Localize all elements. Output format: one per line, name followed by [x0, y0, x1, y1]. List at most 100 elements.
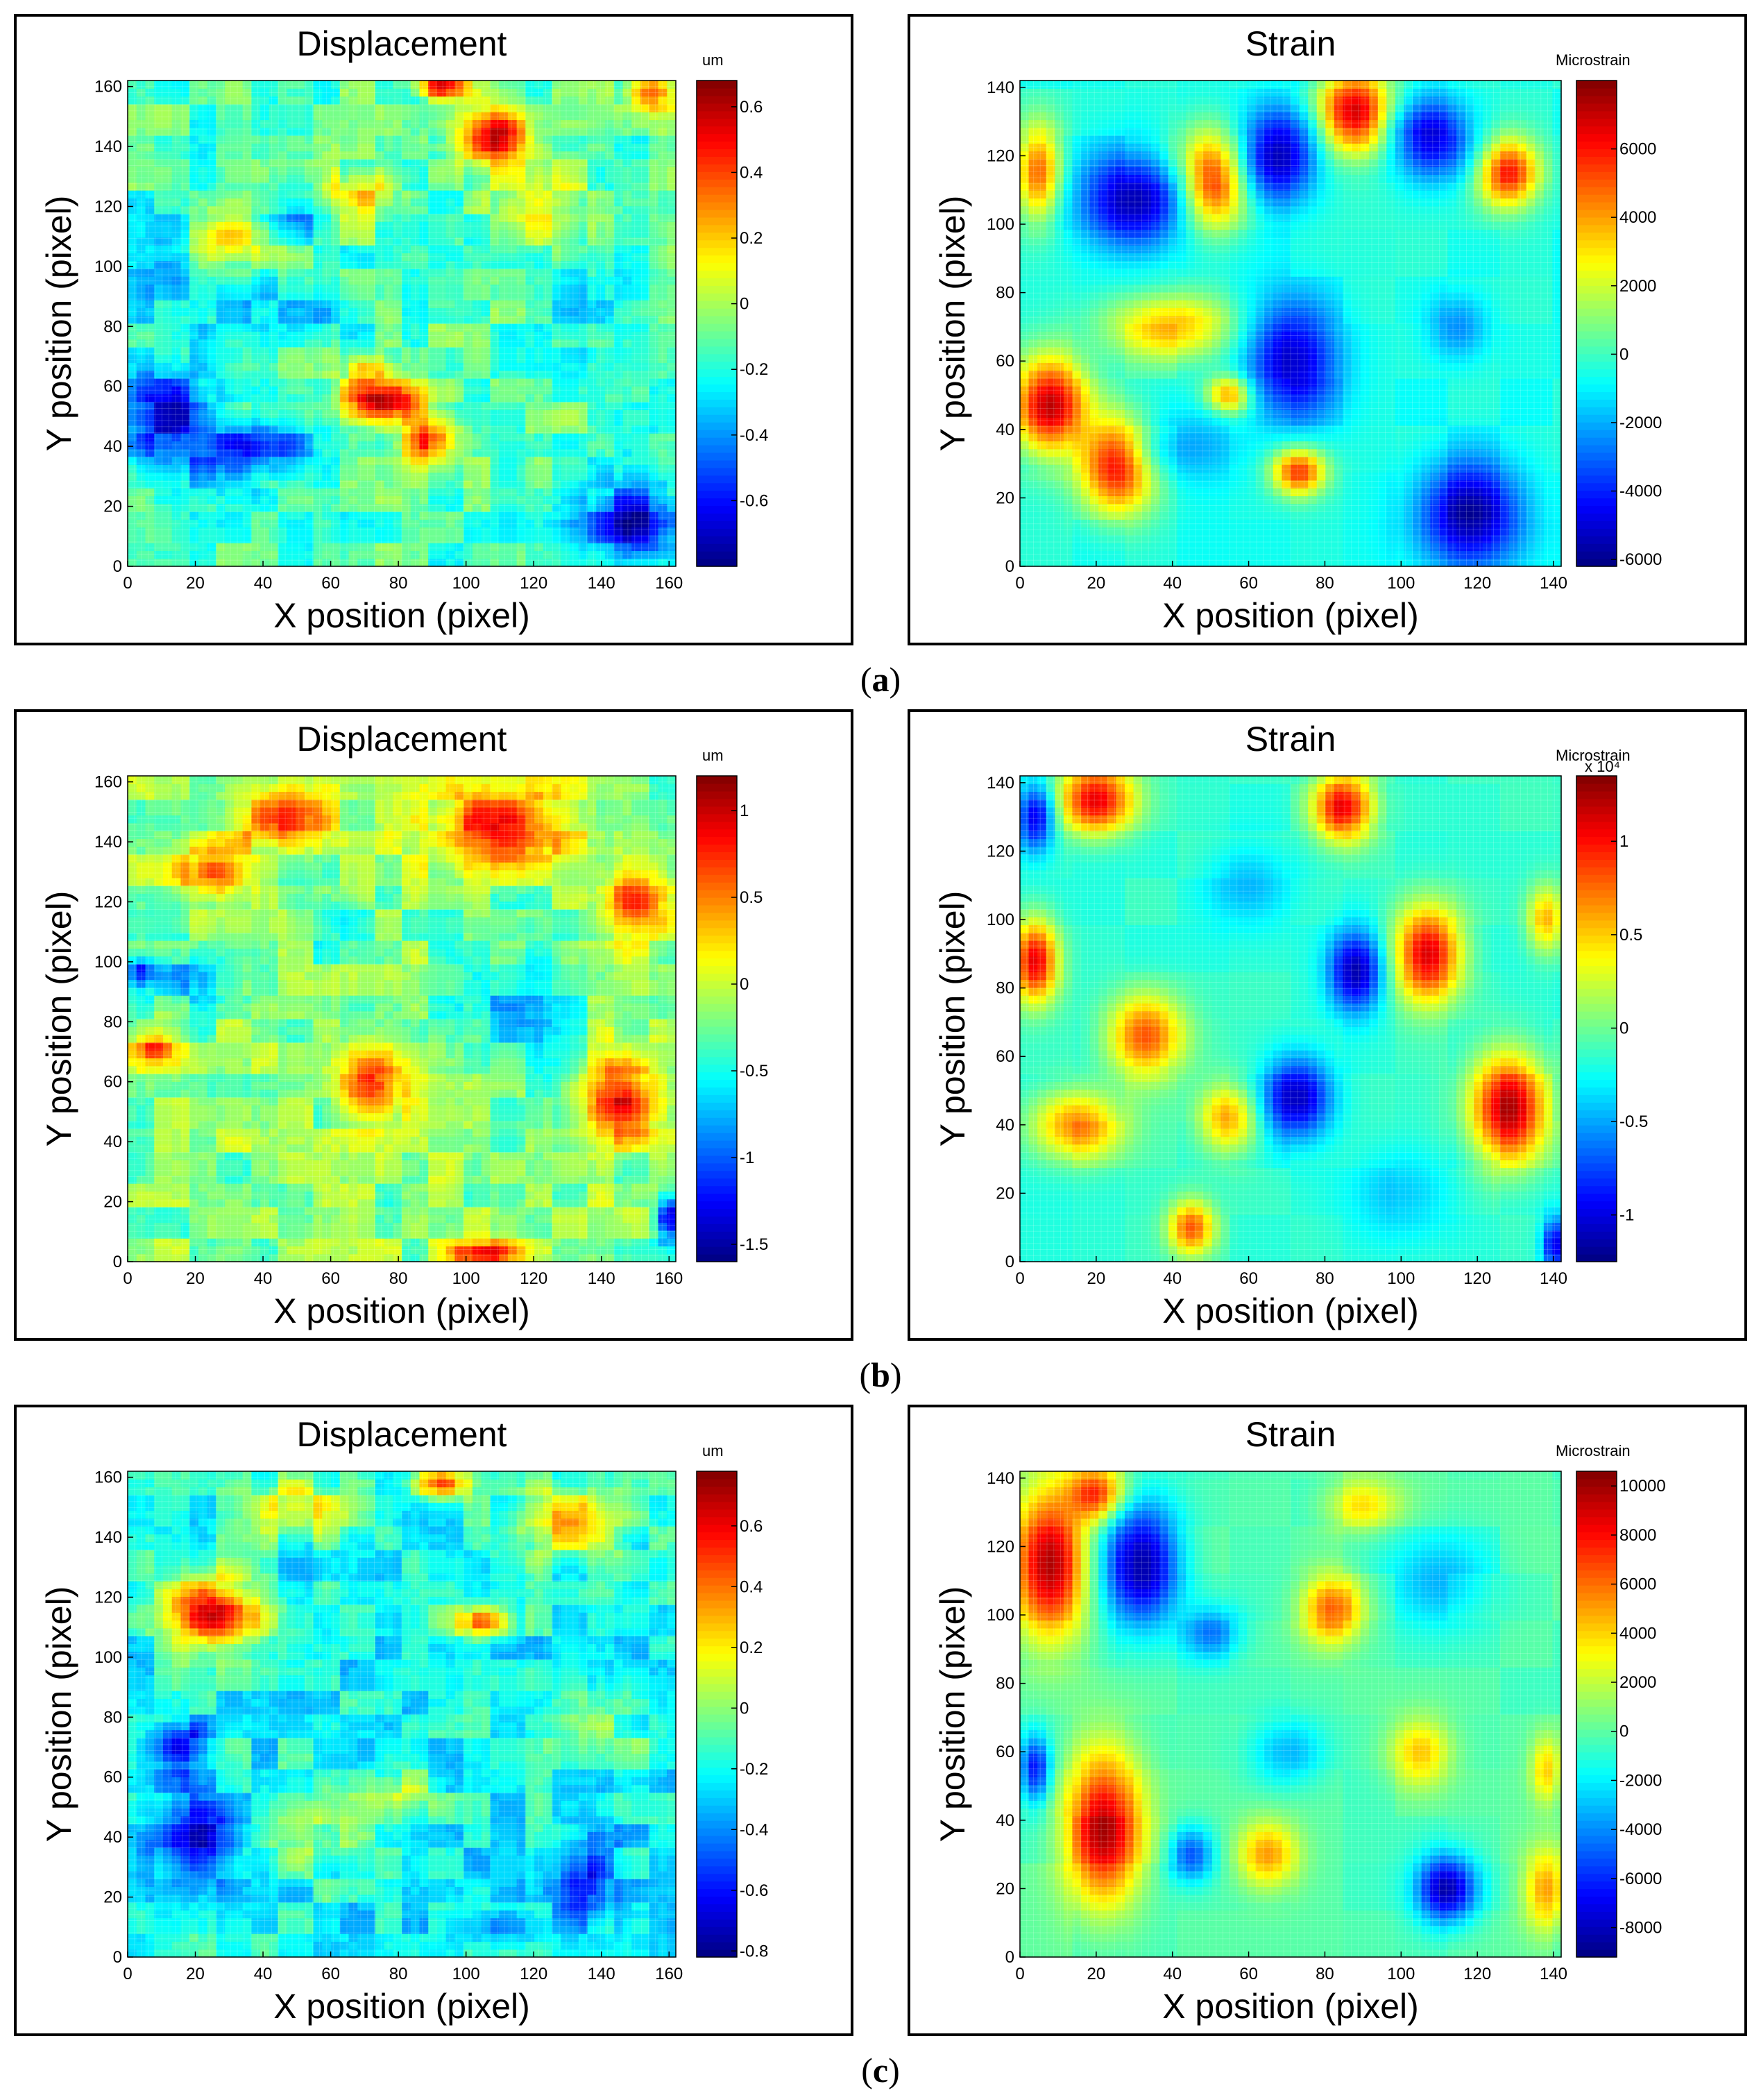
heatmap-cell — [543, 480, 553, 489]
heatmap-cell — [596, 174, 606, 183]
heatmap-cell — [481, 143, 491, 152]
heatmap-cell — [233, 378, 244, 387]
heatmap-cell — [605, 300, 615, 309]
heatmap-cell — [384, 503, 393, 512]
heatmap-cell — [561, 103, 570, 112]
heatmap-cell — [1098, 323, 1108, 332]
heatmap-cell — [189, 96, 199, 105]
heatmap-cell — [667, 253, 677, 262]
heatmap-cell — [1089, 198, 1099, 207]
heatmap-cell — [278, 315, 287, 324]
heatmap-cell — [454, 315, 464, 324]
heatmap-cell — [154, 339, 164, 348]
heatmap-cell — [375, 519, 385, 528]
heatmap-cell — [631, 511, 641, 520]
heatmap-cell — [348, 260, 358, 269]
heatmap-cell — [490, 401, 500, 410]
heatmap-cell — [233, 167, 244, 176]
heatmap-cell — [366, 103, 376, 112]
heatmap-cell — [1046, 346, 1055, 355]
heatmap-cell — [525, 496, 535, 505]
heatmap-cell — [251, 472, 261, 481]
heatmap-cell — [128, 472, 137, 481]
heatmap-cell — [596, 205, 606, 214]
heatmap-cell — [1028, 496, 1038, 505]
heatmap-cell — [649, 307, 659, 316]
heatmap-cell — [1133, 151, 1143, 160]
heatmap-cell — [649, 174, 659, 183]
heatmap-cell — [490, 496, 500, 505]
heatmap-cell — [296, 103, 305, 112]
heatmap-cell — [649, 88, 659, 97]
heatmap-cell — [322, 143, 332, 152]
heatmap-cell — [1089, 323, 1099, 332]
heatmap-cell — [198, 480, 208, 489]
heatmap-cell — [128, 464, 137, 473]
heatmap-cell — [552, 182, 561, 191]
heatmap-cell — [410, 291, 420, 300]
heatmap-cell — [410, 401, 420, 410]
heatmap-cell — [384, 409, 393, 418]
colorbar-step — [697, 467, 737, 476]
heatmap-cell — [1133, 119, 1143, 128]
heatmap-cell — [454, 519, 464, 528]
heatmap-cell — [145, 167, 155, 176]
heatmap-cell — [1107, 119, 1116, 128]
heatmap-cell — [631, 300, 641, 309]
heatmap-cell — [613, 370, 624, 379]
heatmap-cell — [640, 112, 650, 121]
heatmap-cell — [313, 205, 323, 214]
heatmap-cell — [649, 260, 659, 269]
heatmap-cell — [1089, 143, 1099, 152]
heatmap-cell — [658, 81, 667, 89]
heatmap-cell — [366, 433, 376, 441]
heatmap-cell — [1116, 291, 1125, 300]
heatmap-cell — [260, 245, 270, 253]
heatmap-cell — [1055, 519, 1064, 528]
heatmap-cell — [552, 260, 561, 269]
heatmap-cell — [445, 417, 456, 426]
heatmap-cell — [587, 519, 597, 528]
heatmap-cell — [313, 174, 323, 183]
heatmap-cell — [552, 213, 561, 222]
heatmap-cell — [1098, 433, 1108, 441]
heatmap-cell — [534, 448, 544, 457]
heatmap-cell — [1116, 167, 1125, 176]
heatmap-cell — [339, 96, 350, 105]
heatmap-cell — [481, 182, 491, 191]
heatmap-cell — [578, 284, 588, 293]
heatmap-cell — [667, 534, 677, 543]
heatmap-cell — [552, 127, 561, 136]
heatmap-cell — [587, 370, 597, 379]
heatmap-cell — [402, 205, 411, 214]
heatmap-cell — [1037, 393, 1047, 403]
heatmap-cell — [384, 386, 393, 395]
heatmap-cell — [613, 167, 624, 176]
heatmap-cell — [1063, 198, 1073, 207]
heatmap-cell — [402, 480, 411, 489]
heatmap-cell — [525, 339, 535, 348]
heatmap-cell — [596, 417, 606, 426]
heatmap-cell — [410, 119, 420, 128]
heatmap-cell — [1124, 253, 1134, 262]
heatmap-cell — [1020, 558, 1030, 567]
heatmap-cell — [436, 268, 447, 277]
heatmap-cell — [640, 417, 650, 426]
heatmap-cell — [534, 339, 544, 348]
heatmap-cell — [525, 307, 535, 316]
heatmap-cell — [251, 331, 261, 340]
heatmap-cell — [1133, 355, 1143, 364]
heatmap-cell — [1098, 503, 1108, 512]
heatmap-cell — [225, 96, 235, 105]
heatmap-cell — [145, 135, 155, 144]
heatmap-cell — [481, 96, 491, 105]
heatmap-cell — [472, 237, 482, 246]
heatmap-cell — [507, 331, 518, 340]
heatmap-cell — [436, 346, 447, 355]
heatmap-cell — [154, 127, 164, 136]
heatmap-cell — [605, 112, 615, 121]
heatmap-cell — [260, 213, 270, 222]
heatmap-cell — [428, 167, 438, 176]
heatmap-cell — [384, 355, 393, 364]
heatmap-cell — [393, 205, 402, 214]
